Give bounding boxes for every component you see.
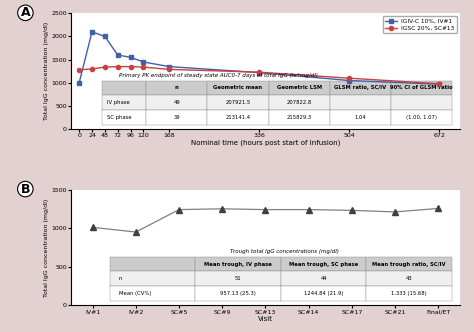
X-axis label: Visit: Visit [258,316,273,322]
Text: A: A [20,6,30,19]
X-axis label: Nominal time (hours post start of infusion): Nominal time (hours post start of infusi… [191,140,340,146]
Y-axis label: Total IgG concentration (mg/dl): Total IgG concentration (mg/dl) [44,22,48,121]
Text: Primary PK endpoint of steady state AUC0-7 days of total IgG (hr*mg/dl): Primary PK endpoint of steady state AUC0… [119,73,318,78]
Y-axis label: Total IgG concentration (mg/dl): Total IgG concentration (mg/dl) [44,198,49,296]
Text: B: B [20,183,30,196]
Legend: IGIV-C 10%, IV#1, IGSC 20%, SC#13: IGIV-C 10%, IV#1, IGSC 20%, SC#13 [383,16,457,33]
Text: Trough total IgG concentrations (mg/dl): Trough total IgG concentrations (mg/dl) [230,249,339,254]
